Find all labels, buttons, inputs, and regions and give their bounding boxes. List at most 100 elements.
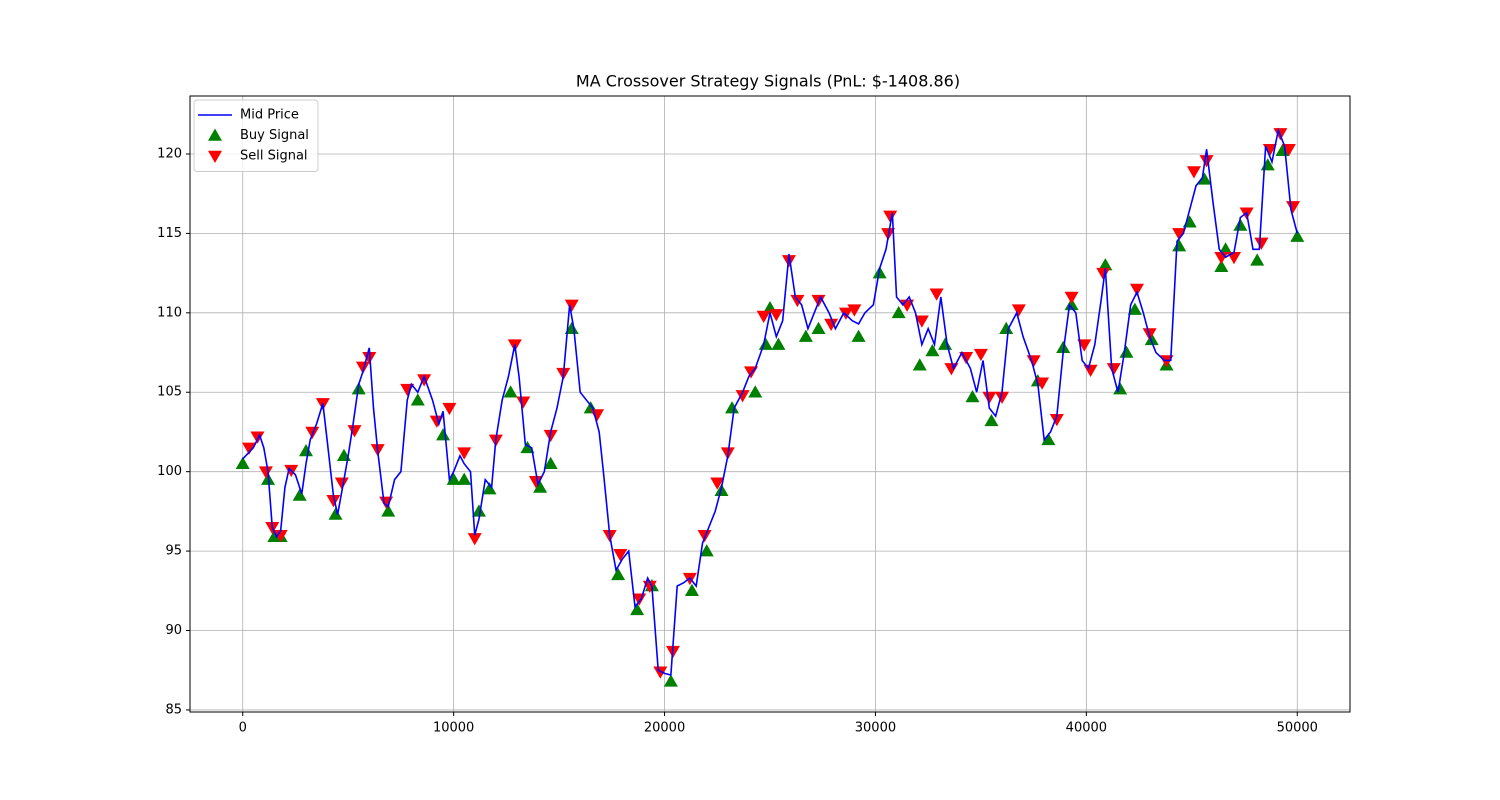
- x-tick-label: 30000: [855, 721, 896, 736]
- signal-marker: [851, 329, 866, 342]
- signal-marker: [326, 495, 341, 508]
- signal-marker: [771, 337, 786, 350]
- signal-marker: [1064, 297, 1079, 311]
- signal-marker: [235, 456, 250, 469]
- signal-marker: [1199, 155, 1214, 168]
- signal-marker: [533, 480, 548, 493]
- signal-marker: [1129, 283, 1144, 296]
- signal-marker: [355, 361, 370, 374]
- signal-marker: [328, 507, 343, 520]
- legend-label: Buy Signal: [240, 128, 309, 143]
- signal-marker: [292, 488, 307, 501]
- signal-marker: [653, 666, 668, 679]
- signal-marker: [471, 504, 486, 517]
- signal-marker: [883, 210, 898, 223]
- x-tick-label: 10000: [433, 721, 474, 736]
- signal-marker: [467, 533, 482, 546]
- signal-marker: [446, 472, 461, 485]
- signal-marker: [847, 304, 862, 317]
- signal-marker: [1096, 267, 1111, 281]
- legend-box: [193, 99, 319, 172]
- signal-marker: [516, 396, 531, 409]
- signal-marker: [1144, 332, 1159, 346]
- legend-label: Sell Signal: [240, 149, 308, 164]
- signal-marker: [984, 413, 999, 427]
- signal-marker: [838, 307, 853, 320]
- plot-area: [235, 127, 1305, 687]
- signal-marker: [900, 299, 915, 312]
- signal-marker: [756, 310, 771, 323]
- signal-marker: [564, 299, 579, 312]
- signal-marker: [503, 385, 518, 398]
- signal-marker: [1254, 237, 1269, 250]
- signal-marker: [258, 466, 273, 479]
- legend-label: Mid Price: [240, 108, 299, 123]
- signal-marker: [798, 329, 813, 342]
- signal-marker: [520, 440, 535, 454]
- signal-marker: [1286, 201, 1301, 214]
- signal-marker: [824, 318, 839, 331]
- signal-marker: [995, 391, 1009, 405]
- signal-marker: [725, 401, 740, 414]
- y-tick-label: 90: [165, 623, 182, 638]
- y-tick-label: 85: [165, 702, 182, 717]
- signal-marker: [1172, 228, 1187, 241]
- signal-marker: [811, 321, 826, 334]
- legend: Mid Price Buy Signal Sell Signal: [193, 99, 319, 172]
- signal-marker: [457, 447, 472, 460]
- price-line: [242, 127, 1299, 676]
- signal-marker: [973, 348, 988, 362]
- signal-marker: [1172, 239, 1187, 252]
- signal-marker: [273, 529, 288, 543]
- signal-marker: [1106, 363, 1121, 376]
- signal-marker: [1127, 302, 1142, 315]
- signal-marker: [1077, 339, 1092, 352]
- signal-marker: [912, 358, 927, 371]
- x-tick-label: 0: [239, 721, 247, 736]
- signal-marker: [925, 343, 940, 357]
- signal-marker: [929, 288, 944, 301]
- signal-marker: [684, 583, 699, 597]
- signal-marker: [735, 390, 750, 403]
- signal-marker: [611, 567, 626, 581]
- signal-marker: [299, 444, 313, 457]
- signal-marker: [914, 315, 929, 328]
- signal-marker: [1186, 166, 1201, 179]
- x-tick-label: 40000: [1066, 721, 1107, 736]
- signal-marker: [613, 549, 628, 562]
- signal-marker: [965, 390, 980, 403]
- signal-marker: [1250, 253, 1265, 266]
- y-tick-label: 95: [165, 544, 182, 559]
- signal-marker: [381, 504, 396, 517]
- grid: [190, 96, 1350, 712]
- signal-marker: [1290, 229, 1305, 242]
- legend-swatch: [208, 150, 222, 163]
- signal-marker: [347, 425, 362, 438]
- signal-marker: [769, 309, 784, 322]
- signal-marker: [1041, 432, 1056, 446]
- signal-marker: [748, 385, 763, 398]
- signal-marker: [790, 294, 805, 308]
- signal-marker: [891, 305, 906, 319]
- x-tick-label: 50000: [1277, 721, 1318, 736]
- y-tick-label: 115: [157, 226, 182, 241]
- signal-marker: [630, 602, 645, 616]
- signal-marker: [410, 393, 425, 406]
- x-tick-label: 20000: [644, 721, 685, 736]
- signal-marker: [1011, 304, 1026, 317]
- signal-marker: [1064, 291, 1079, 304]
- signal-marker: [1113, 382, 1128, 395]
- signal-marker: [1233, 218, 1248, 231]
- signal-marker: [699, 544, 714, 557]
- signal-marker: [999, 321, 1014, 334]
- signal-marker: [1049, 413, 1064, 427]
- signal-marker: [1119, 345, 1134, 358]
- axes-frame: [189, 95, 1351, 713]
- signal-marker: [528, 475, 543, 489]
- signal-marker: [242, 442, 257, 455]
- signal-marker: [564, 321, 579, 334]
- y-tick-label: 110: [157, 305, 182, 320]
- y-tick-label: 100: [157, 464, 182, 479]
- signal-marker: [436, 428, 451, 441]
